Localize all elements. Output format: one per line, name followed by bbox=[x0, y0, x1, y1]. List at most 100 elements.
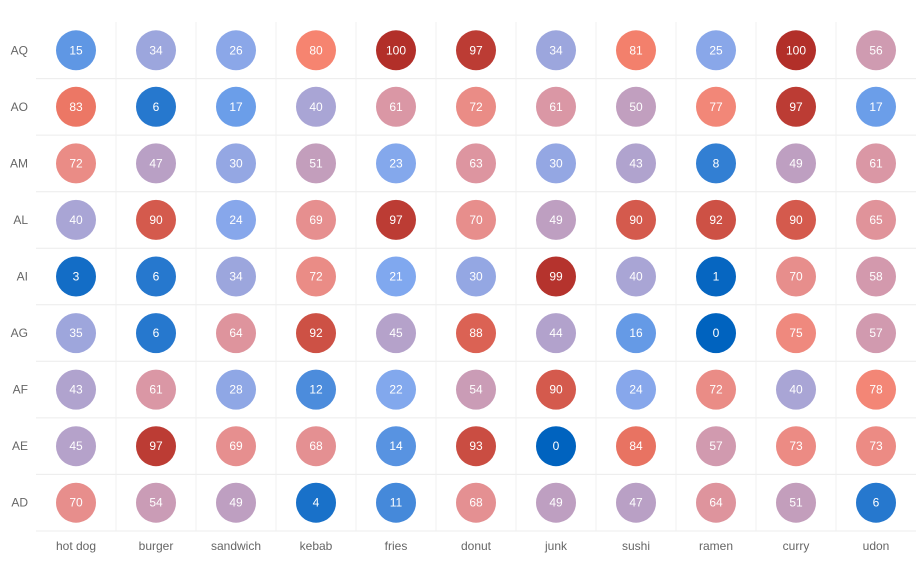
cell-marker bbox=[696, 86, 736, 127]
cell-marker bbox=[296, 426, 336, 467]
cell-marker bbox=[616, 199, 656, 240]
grid-lines bbox=[36, 22, 916, 532]
cell-value-label: 57 bbox=[869, 326, 883, 340]
cell-marker bbox=[56, 143, 96, 184]
cell-value-label: 99 bbox=[549, 270, 563, 284]
cell-value-label: 0 bbox=[553, 439, 560, 453]
cell-marker bbox=[136, 256, 176, 297]
cell-marker bbox=[616, 86, 656, 127]
cell-marker bbox=[776, 86, 816, 127]
cell-value-label: 90 bbox=[549, 383, 563, 397]
cell-value-label: 51 bbox=[309, 156, 323, 170]
y-axis: AQ AO AM AL AI AG AF AE AD bbox=[10, 43, 28, 509]
cell-value-label: 34 bbox=[229, 270, 243, 284]
cell-marker bbox=[616, 482, 656, 523]
cell-value-label: 6 bbox=[153, 326, 160, 340]
cell-marker bbox=[616, 426, 656, 467]
cell-marker bbox=[456, 369, 496, 410]
cell-value-label: 73 bbox=[869, 439, 883, 453]
cell-marker bbox=[696, 256, 736, 297]
x-tick-label: donut bbox=[461, 539, 492, 553]
cell-marker bbox=[856, 256, 896, 297]
cell-value-label: 97 bbox=[389, 213, 403, 227]
cell-marker bbox=[376, 313, 416, 354]
cell-marker bbox=[536, 30, 576, 71]
cell-marker bbox=[376, 86, 416, 127]
cell-marker bbox=[456, 30, 496, 71]
cell-value-label: 12 bbox=[309, 383, 323, 397]
cell-value-label: 97 bbox=[149, 439, 163, 453]
cell-value-label: 70 bbox=[789, 270, 803, 284]
cell-marker bbox=[456, 482, 496, 523]
x-tick-label: burger bbox=[139, 539, 174, 553]
cell-marker bbox=[456, 143, 496, 184]
cell-value-label: 90 bbox=[789, 213, 803, 227]
cell-value-label: 56 bbox=[869, 43, 883, 57]
cell-value-label: 1 bbox=[713, 270, 720, 284]
cell-marker bbox=[536, 369, 576, 410]
cell-value-label: 28 bbox=[229, 383, 243, 397]
cell-marker bbox=[56, 86, 96, 127]
cell-marker bbox=[776, 256, 816, 297]
cell-marker bbox=[536, 86, 576, 127]
cell-value-label: 17 bbox=[229, 100, 243, 114]
cell-marker bbox=[216, 426, 256, 467]
cell-marker bbox=[456, 426, 496, 467]
cell-marker bbox=[856, 86, 896, 127]
cell-marker bbox=[136, 143, 176, 184]
cell-marker bbox=[616, 143, 656, 184]
cell-value-label: 6 bbox=[153, 100, 160, 114]
cell-marker bbox=[856, 313, 896, 354]
cell-marker bbox=[696, 199, 736, 240]
cell-marker bbox=[456, 313, 496, 354]
cell-marker bbox=[296, 143, 336, 184]
cell-value-label: 22 bbox=[389, 383, 403, 397]
cell-marker bbox=[376, 256, 416, 297]
cell-value-label: 70 bbox=[69, 496, 83, 510]
cell-value-label: 6 bbox=[873, 496, 880, 510]
cell-marker bbox=[616, 256, 656, 297]
cell-value-label: 8 bbox=[713, 156, 720, 170]
cell-value-label: 40 bbox=[69, 213, 83, 227]
cell-marker bbox=[776, 482, 816, 523]
cell-marker bbox=[776, 426, 816, 467]
cell-value-label: 45 bbox=[69, 439, 83, 453]
cell-value-label: 72 bbox=[69, 156, 83, 170]
cell-marker bbox=[696, 426, 736, 467]
cell-value-label: 92 bbox=[309, 326, 323, 340]
cell-marker bbox=[56, 426, 96, 467]
cell-marker bbox=[856, 369, 896, 410]
x-axis: hot dog burger sandwich kebab fries donut junk… bbox=[56, 539, 889, 553]
cell-value-label: 54 bbox=[149, 496, 163, 510]
cell-marker bbox=[696, 30, 736, 71]
cell-marker bbox=[776, 369, 816, 410]
cell-marker bbox=[56, 199, 96, 240]
y-tick-label: AQ bbox=[11, 43, 28, 57]
cell-marker bbox=[536, 199, 576, 240]
cell-marker bbox=[776, 143, 816, 184]
cell-value-label: 30 bbox=[229, 156, 243, 170]
cell-marker bbox=[216, 482, 256, 523]
cell-marker bbox=[136, 30, 176, 71]
cell-value-label: 61 bbox=[149, 383, 163, 397]
cell-marker bbox=[136, 86, 176, 127]
cell-marker bbox=[56, 256, 96, 297]
cell-value-label: 30 bbox=[469, 270, 483, 284]
cell-value-label: 61 bbox=[389, 100, 403, 114]
cell-value-label: 72 bbox=[709, 383, 723, 397]
cell-value-label: 51 bbox=[789, 496, 803, 510]
cell-marker bbox=[376, 199, 416, 240]
cell-value-label: 80 bbox=[309, 43, 323, 57]
cell-marker bbox=[296, 482, 336, 523]
cell-value-label: 6 bbox=[153, 270, 160, 284]
cell-value-label: 16 bbox=[629, 326, 643, 340]
cell-value-label: 24 bbox=[629, 383, 643, 397]
cell-value-label: 72 bbox=[469, 100, 483, 114]
cell-marker bbox=[136, 369, 176, 410]
cell-value-label: 70 bbox=[469, 213, 483, 227]
cell-marker bbox=[776, 199, 816, 240]
cell-value-label: 65 bbox=[869, 213, 883, 227]
cell-value-label: 63 bbox=[469, 156, 483, 170]
cell-value-label: 34 bbox=[149, 43, 163, 57]
